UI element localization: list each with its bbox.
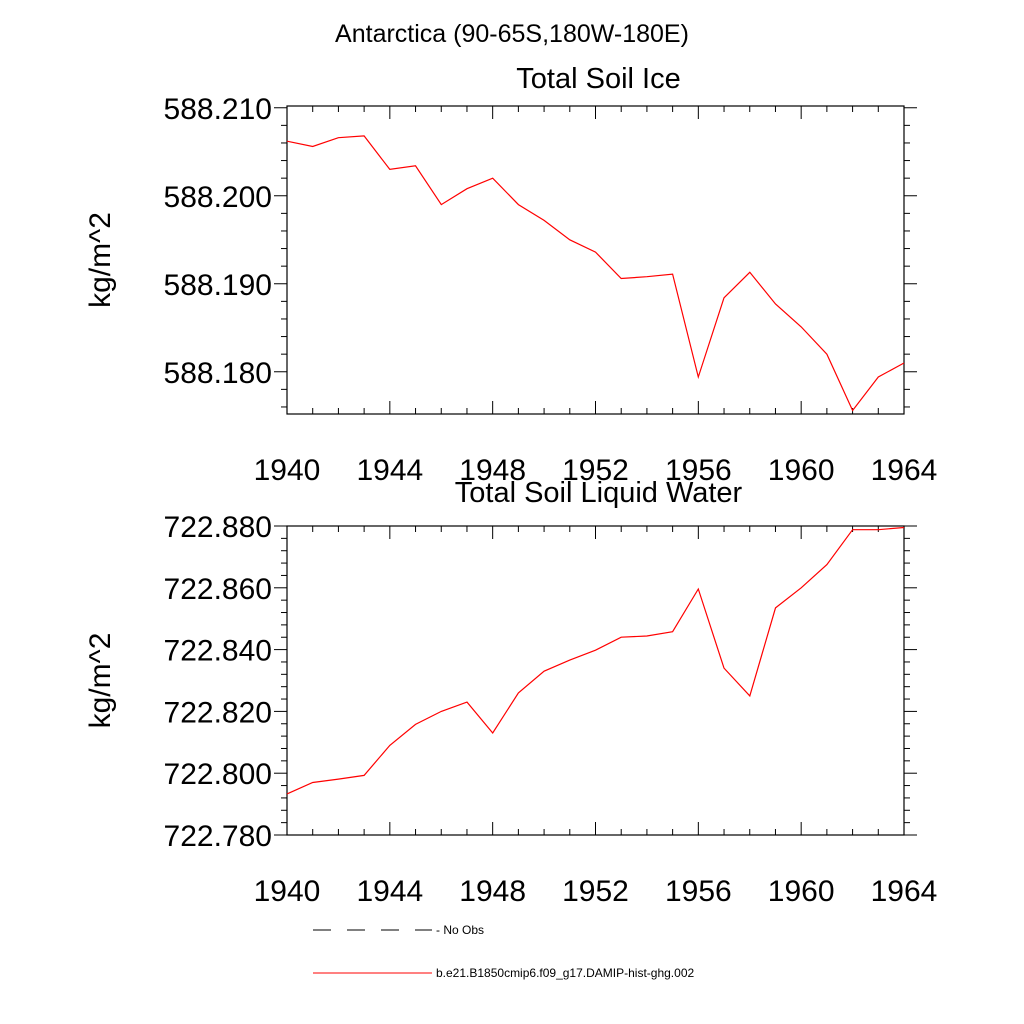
x-tick-label: 1956 (665, 875, 732, 908)
y-tick-label: 722.860 (164, 573, 272, 606)
y-tick-label: 722.780 (164, 820, 272, 853)
legend-label: - No Obs (436, 923, 484, 937)
figure-suptitle: Antarctica (90-65S,180W-180E) (335, 20, 689, 48)
x-tick-label: 1956 (665, 454, 732, 487)
y-tick-label: 588.190 (164, 269, 272, 302)
plot-frame (286, 105, 905, 415)
x-tick-label: 1952 (562, 875, 629, 908)
panel-title: Total Soil Ice (516, 63, 680, 95)
panel-2: Total Soil Liquid Water kg/m^2 1940 1944 194… (84, 477, 937, 908)
y-tick-label: 588.210 (164, 93, 272, 126)
y-tick-label: 722.800 (164, 758, 272, 791)
panels: Total Soil Ice kg/m^2 1940 1944 1948 1952 1956… (84, 63, 937, 908)
legend: - No Obs b.e21.B1850cmip6.f09_g17.DAMIP-h… (313, 923, 694, 980)
x-tick-label: 1944 (356, 454, 423, 487)
panel-1: Total Soil Ice kg/m^2 1940 1944 1948 1952 1956… (84, 63, 937, 487)
y-tick-label: 722.820 (164, 696, 272, 729)
series-line (286, 135, 905, 412)
plot-frame (286, 525, 905, 836)
legend-label: b.e21.B1850cmip6.f09_g17.DAMIP-hist-ghg.… (436, 966, 694, 980)
y-tick-label: 722.880 (164, 511, 272, 544)
x-tick-label: 1960 (768, 875, 835, 908)
y-axis-label: kg/m^2 (84, 633, 117, 729)
x-tick-label: 1944 (356, 875, 423, 908)
panel-title: Total Soil Liquid Water (455, 477, 743, 509)
x-tick-label: 1948 (459, 875, 526, 908)
x-tick-label: 1964 (871, 875, 938, 908)
y-tick-label: 722.840 (164, 635, 272, 668)
x-tick-label: 1964 (871, 454, 938, 487)
y-axis-label: kg/m^2 (84, 212, 117, 308)
series-line (286, 526, 905, 795)
x-tick-label: 1948 (459, 454, 526, 487)
x-tick-label: 1940 (254, 875, 321, 908)
x-tick-label: 1960 (768, 454, 835, 487)
x-tick-label: 1940 (254, 454, 321, 487)
x-tick-label: 1952 (562, 454, 629, 487)
y-tick-label: 588.180 (164, 357, 272, 390)
y-tick-label: 588.200 (164, 181, 272, 214)
